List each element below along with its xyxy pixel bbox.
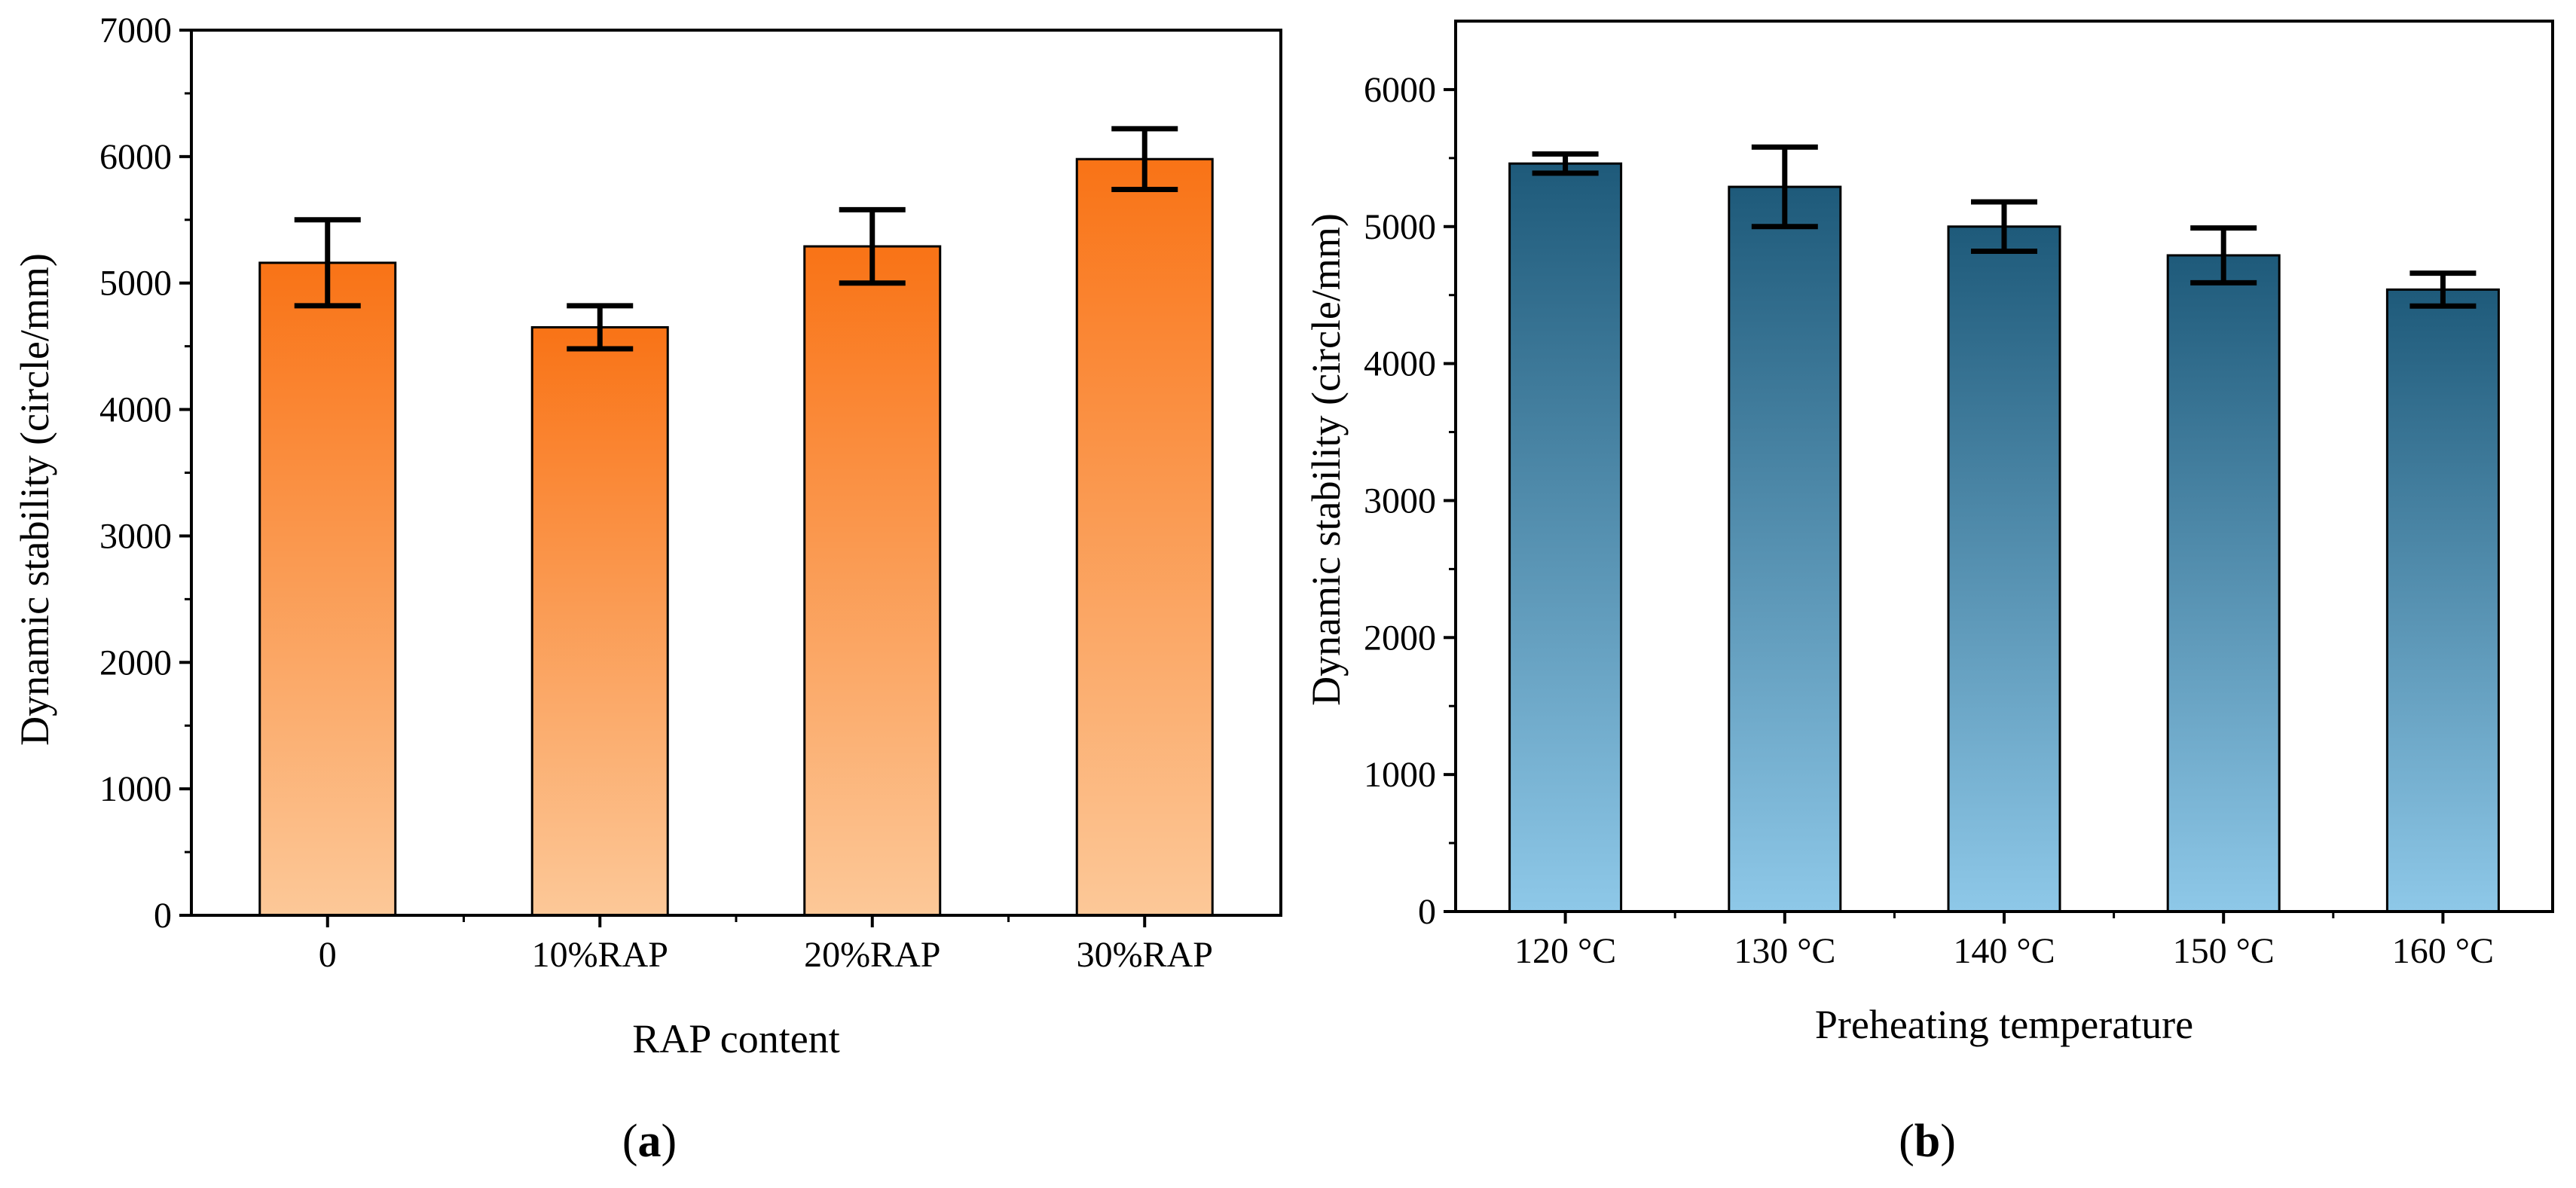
- panel-label-b: (b): [1899, 1116, 1956, 1167]
- error-bar-2: [1751, 144, 1818, 230]
- y-tick-label-4: 3000: [99, 516, 172, 556]
- y-tick-label-5: 4000: [99, 390, 172, 430]
- x-tick-label-1: 120 °C: [1514, 931, 1616, 971]
- error-bar-1: [294, 217, 361, 309]
- y-tick-label-6: 5000: [1364, 207, 1436, 247]
- bar-3: [1947, 225, 2061, 913]
- x-axis-title-b: Preheating temperature: [1815, 1002, 2193, 1047]
- y-tick-label-5: 4000: [1364, 344, 1436, 384]
- ticks-a: 0 1000 2000 3000 4000 5000 6000 7000 0 10%RAP 20%R…: [99, 11, 1213, 975]
- y-tick-label-4: 3000: [1364, 481, 1436, 521]
- error-bar-1: [1532, 151, 1599, 176]
- error-bar-4: [1111, 126, 1178, 192]
- panel-label-a: (a): [622, 1116, 677, 1167]
- plot-frame-b: [1454, 20, 2554, 913]
- chart-panel-a: 0 1000 2000 3000 4000 5000 6000 7000 0 10%RAP 20%R…: [12, 11, 1282, 1167]
- y-tick-label-1: 0: [1418, 892, 1436, 932]
- bars-a: [258, 157, 1214, 917]
- x-axis-title-a: RAP content: [632, 1016, 839, 1061]
- y-tick-label-7: 6000: [1364, 70, 1436, 110]
- y-tick-label-3: 2000: [99, 643, 172, 683]
- y-tick-label-7: 6000: [99, 137, 172, 177]
- y-axis-title-a: Dynamic stability (circle/mm): [12, 253, 57, 746]
- error-bar-3: [839, 206, 906, 286]
- error-bar-2: [567, 303, 634, 352]
- ticks-b: 0 1000 2000 3000 4000 5000 6000 120 °C 130 °C 140…: [1364, 70, 2494, 971]
- x-tick-label-2: 10%RAP: [532, 935, 668, 975]
- y-tick-label-3: 2000: [1364, 618, 1436, 658]
- bars-b: [1508, 162, 2500, 913]
- bar-1: [258, 261, 397, 917]
- bar-2: [1728, 185, 1842, 913]
- y-tick-label-8: 7000: [99, 11, 172, 50]
- error-bars-a: [294, 126, 1178, 352]
- y-axis-title-b: Dynamic stability (circle/mm): [1303, 213, 1349, 706]
- bar-2: [530, 325, 669, 917]
- y-tick-label-6: 5000: [99, 264, 172, 304]
- x-tick-label-2: 130 °C: [1734, 931, 1835, 971]
- bar-1: [1508, 162, 1623, 913]
- error-bars-b: [1532, 144, 2477, 309]
- y-tick-label-2: 1000: [99, 769, 172, 809]
- x-tick-label-3: 140 °C: [1953, 931, 2055, 971]
- bar-4: [2166, 254, 2281, 913]
- plot-frame-a: [190, 29, 1282, 917]
- error-bar-4: [2190, 225, 2257, 286]
- x-tick-label-4: 30%RAP: [1077, 935, 1213, 975]
- bar-5: [2385, 288, 2500, 913]
- x-tick-label-3: 20%RAP: [804, 935, 940, 975]
- x-tick-label-4: 150 °C: [2173, 931, 2275, 971]
- x-tick-label-5: 160 °C: [2392, 931, 2494, 971]
- error-bar-5: [2409, 270, 2477, 309]
- bar-4: [1075, 157, 1214, 917]
- y-tick-label-1: 0: [154, 896, 172, 936]
- error-bar-3: [1971, 199, 2037, 255]
- bar-3: [803, 245, 942, 917]
- x-tick-label-1: 0: [319, 935, 337, 975]
- y-tick-label-2: 1000: [1364, 755, 1436, 795]
- chart-panel-b: 0 1000 2000 3000 4000 5000 6000 120 °C 130 °C 140…: [1303, 20, 2554, 1167]
